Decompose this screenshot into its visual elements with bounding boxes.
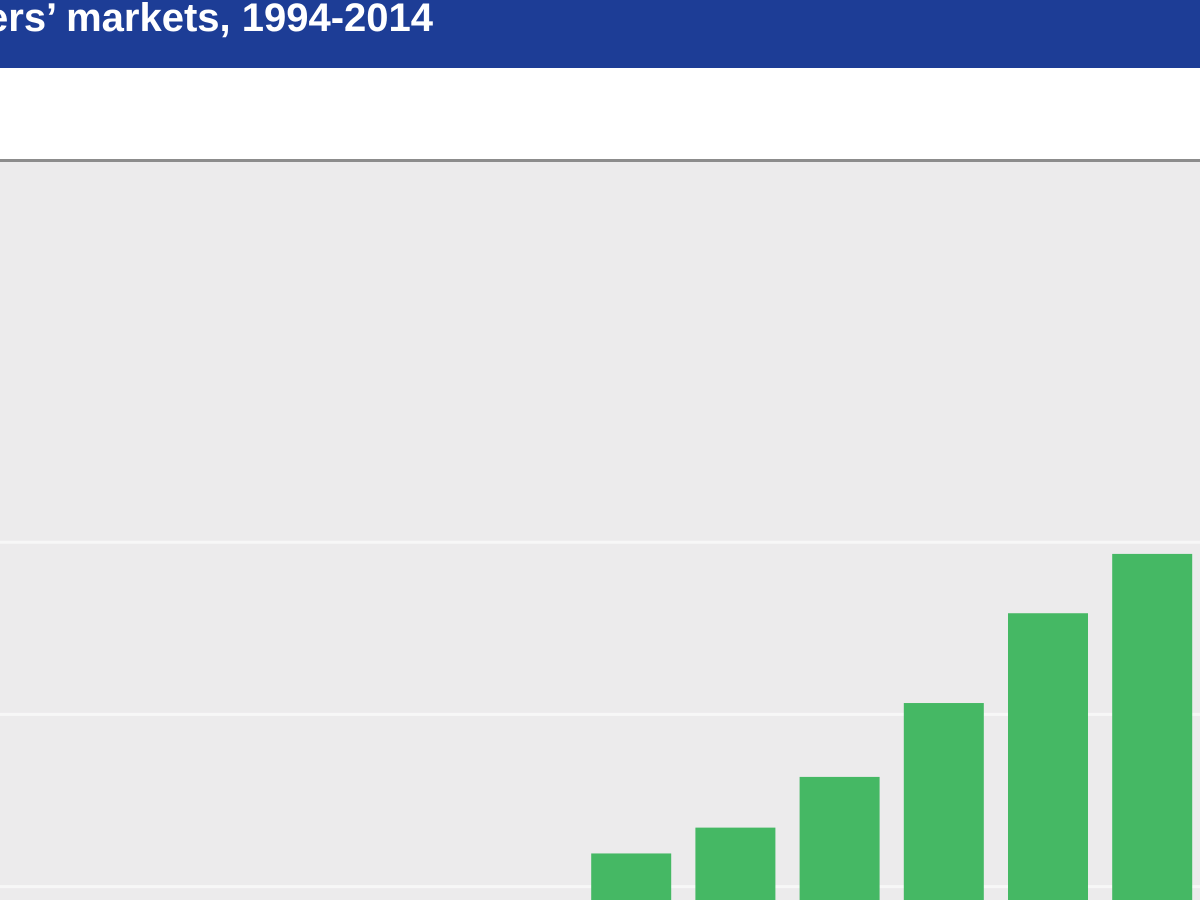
bar-chart (0, 162, 1200, 900)
title-bar: ers’ markets, 1994-2014 (0, 0, 1200, 68)
chart-title: ers’ markets, 1994-2014 (0, 0, 434, 40)
bars (591, 553, 1193, 900)
plot-background (0, 162, 1200, 900)
plot-area (0, 162, 1200, 900)
bar-2009 (799, 776, 880, 900)
bar-2006 (591, 853, 672, 900)
bar-2010 (903, 703, 984, 900)
header-divider (0, 159, 1200, 162)
bar-2008 (695, 827, 776, 900)
bar-2012 (1112, 553, 1193, 900)
bar-2011 (1008, 613, 1088, 900)
